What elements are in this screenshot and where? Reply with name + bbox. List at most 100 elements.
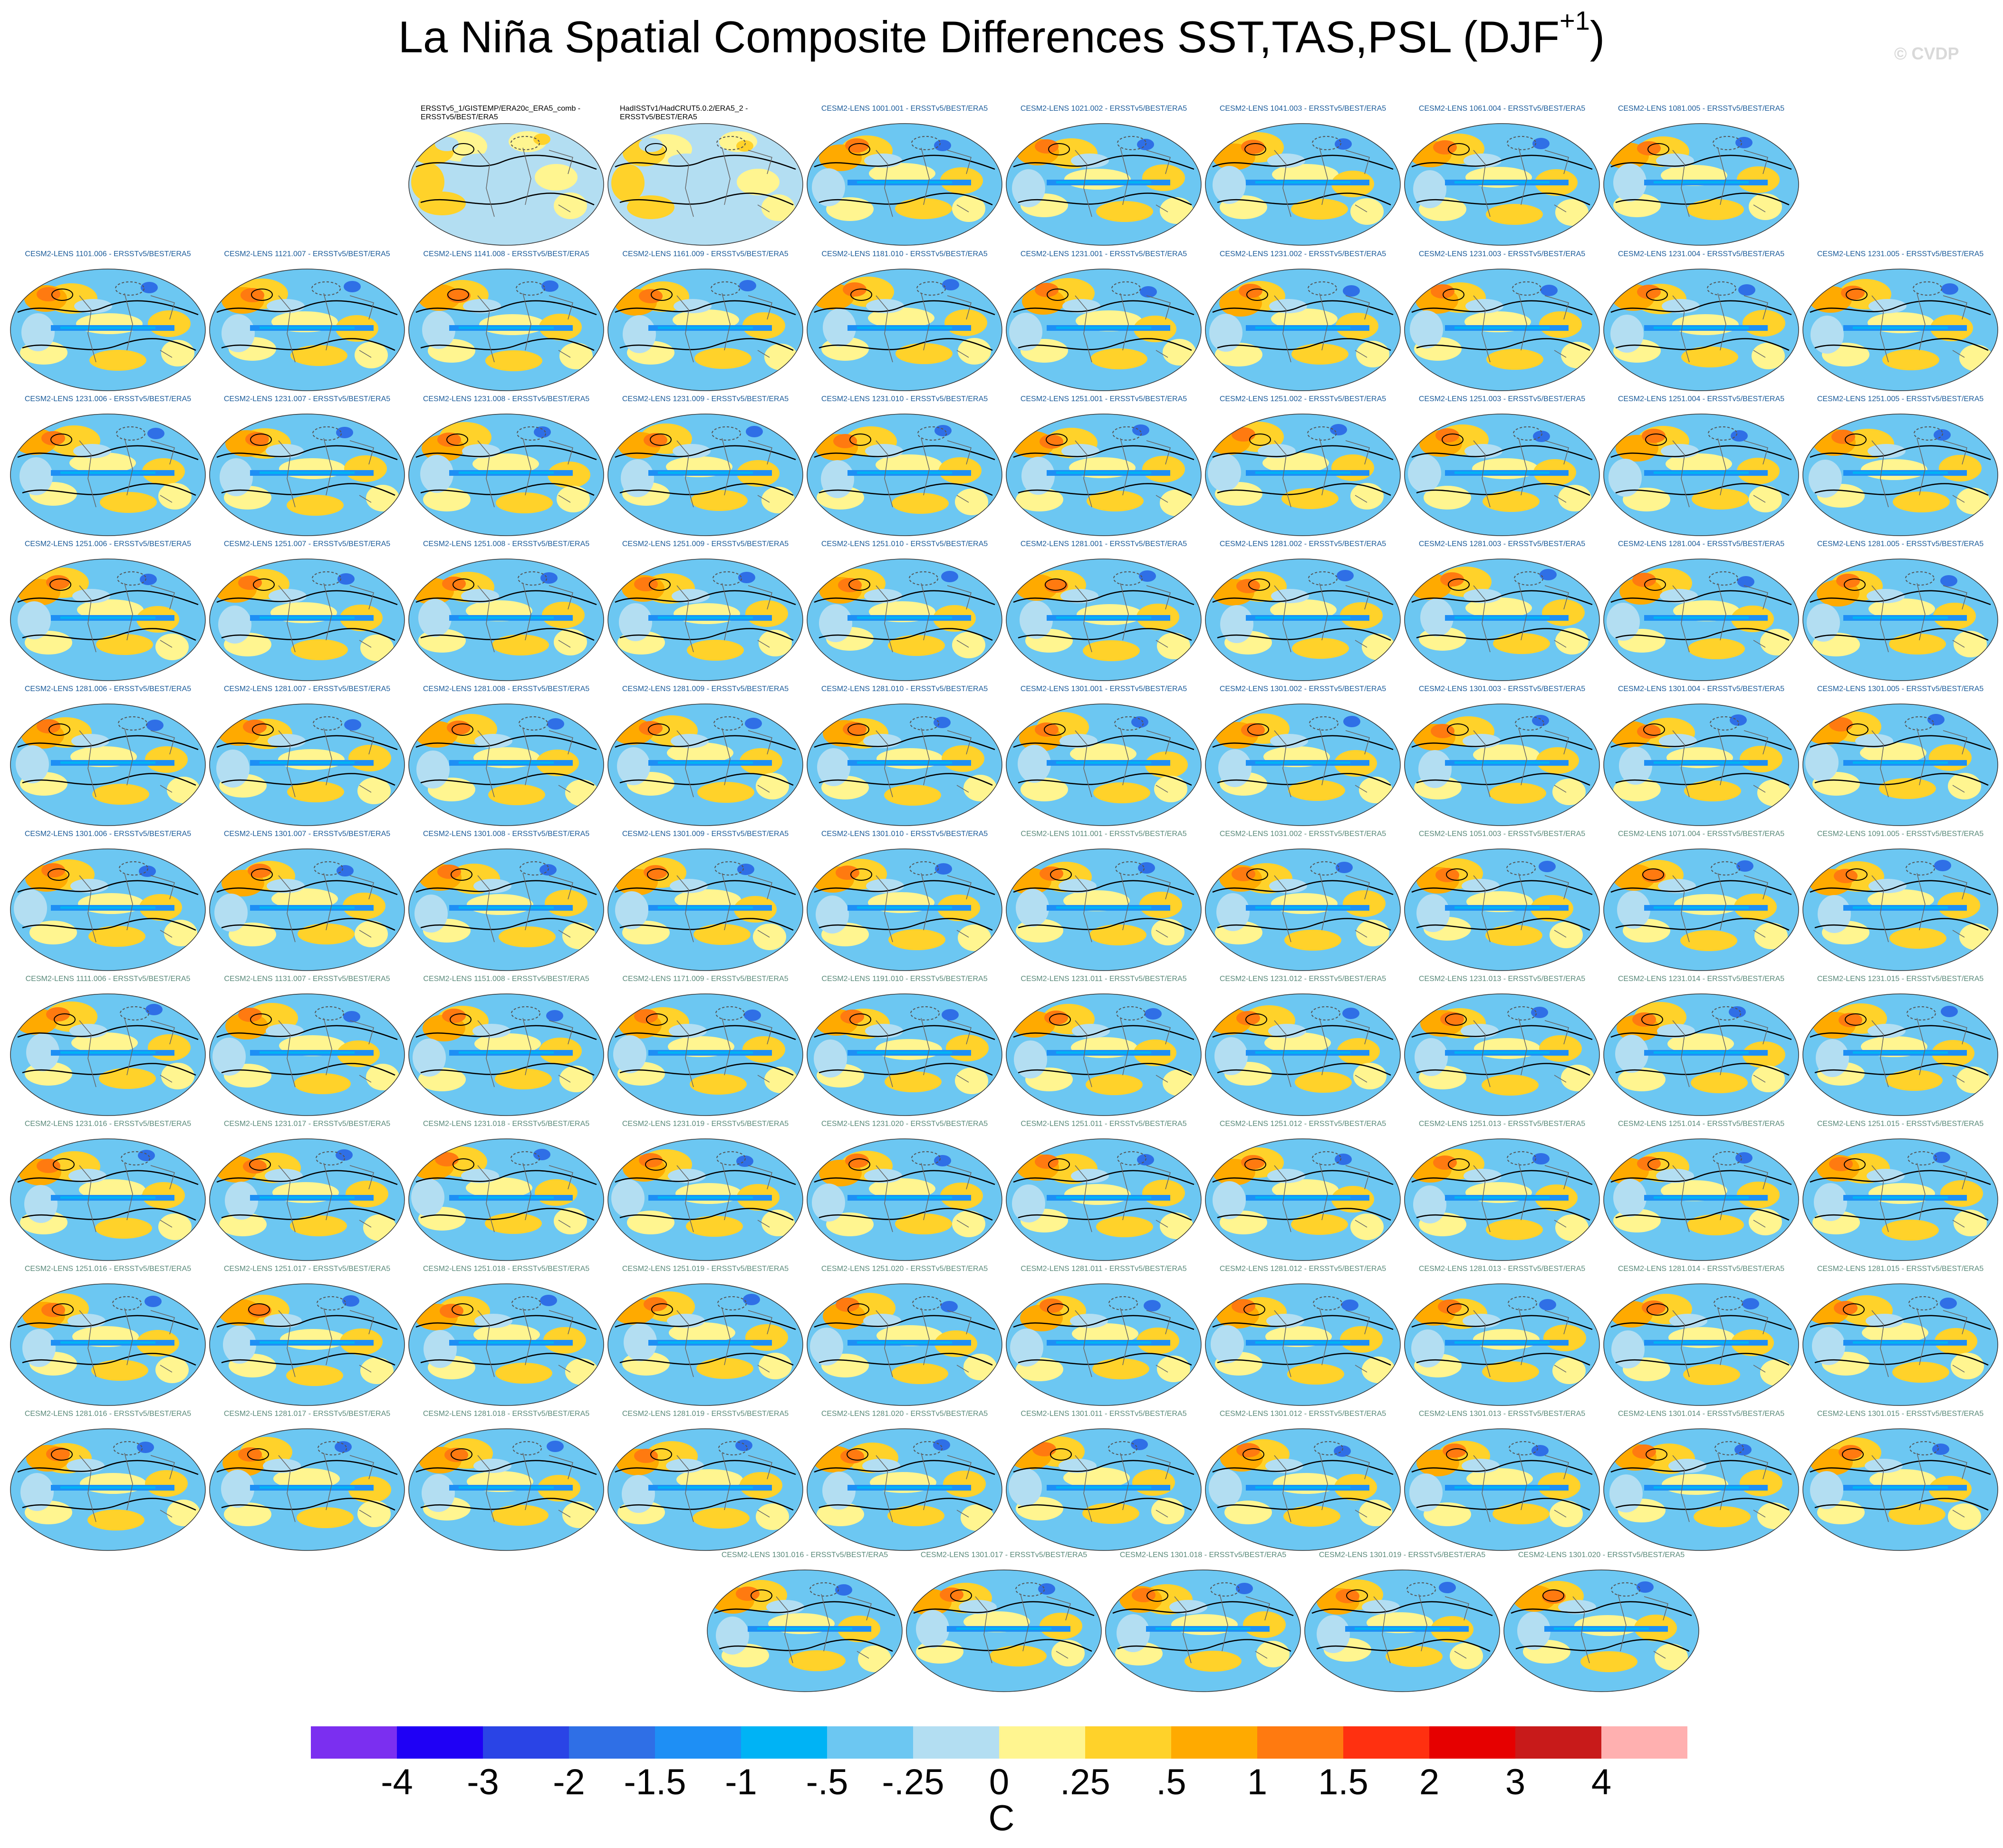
anomaly-patch: [1083, 640, 1140, 661]
psl-contour: [1212, 1315, 1394, 1330]
panel-label: CESM2-LENS 1251.015 - ERSSTv5/BEST/ERA5: [1817, 1120, 1984, 1128]
anomaly-patch: [1336, 862, 1353, 873]
anomaly-patch: [1291, 1214, 1348, 1235]
map-panel: CESM2-LENS 1231.013 - ERSSTv5/BEST/ERA5: [1402, 975, 1602, 1117]
psl-contour: [1416, 1208, 1590, 1221]
psl-contour-negative: [1108, 1441, 1137, 1455]
anomaly-map: [209, 1138, 405, 1261]
psl-contour: [615, 1025, 796, 1040]
map-border: [607, 848, 803, 971]
anomaly-patch: [941, 1301, 958, 1312]
psl-contour: [1013, 300, 1194, 316]
anomaly-patch: [1632, 1444, 1656, 1459]
psl-contour: [447, 289, 469, 301]
map-panel: CESM2-LENS 1301.018 - ERSSTv5/BEST/ERA5: [1103, 1551, 1303, 1694]
anomaly-patch: [1539, 861, 1556, 872]
anomaly-patch: [20, 1473, 54, 1511]
anomaly-patch: [1061, 444, 1099, 458]
psl-contour-negative: [1116, 1006, 1146, 1020]
panel-label: CESM2-LENS 1251.018 - ERSSTv5/BEST/ERA5: [423, 1265, 590, 1273]
anomaly-patch: [1482, 1075, 1539, 1096]
anomaly-patch: [1160, 1213, 1193, 1239]
panel-label: CESM2-LENS 1011.001 - ERSSTv5/BEST/ERA5: [1021, 830, 1187, 838]
panel-label: CESM2-LENS 1251.005 - ERSSTv5/BEST/ERA5: [1817, 395, 1984, 403]
map-border: [1205, 123, 1401, 246]
anomaly-patch: [1142, 1180, 1185, 1206]
psl-contour: [649, 578, 671, 591]
anomaly-patch: [1642, 1300, 1666, 1315]
anomaly-patch: [1886, 1070, 1943, 1091]
psl-contour: [1615, 628, 1790, 641]
anomaly-patch: [1292, 638, 1349, 659]
anomaly-patch: [479, 314, 546, 335]
anomaly-patch: [895, 1213, 952, 1234]
anomaly-map: [1205, 1283, 1401, 1406]
equatorial-cold-core: [1853, 761, 1948, 764]
anomaly-patch: [1132, 424, 1149, 436]
anomaly-patch: [1637, 724, 1661, 739]
anomaly-map: [1603, 1138, 1799, 1261]
equatorial-cold-core: [857, 761, 952, 764]
anomaly-map: [209, 848, 405, 971]
psl-contour: [1112, 1601, 1294, 1617]
anomaly-patch: [1209, 1469, 1242, 1507]
anomaly-map: [807, 269, 1002, 391]
anomaly-patch: [1420, 598, 1454, 636]
psl-contour: [619, 1498, 794, 1511]
equatorial-cold-core: [1654, 616, 1749, 619]
psl-contour: [221, 483, 395, 496]
map-panel: CESM2-LENS 1281.003 - ERSSTv5/BEST/ERA5: [1402, 540, 1602, 683]
anomaly-patch: [1151, 919, 1184, 945]
anomaly-patch: [540, 1295, 557, 1306]
equatorial-cold-core: [1156, 1627, 1251, 1630]
psl-contour: [1316, 1639, 1491, 1652]
anomaly-patch: [245, 432, 269, 446]
psl-contour: [848, 143, 870, 155]
psl-contour: [420, 192, 595, 206]
anomaly-patch: [263, 1459, 301, 1473]
anomaly-patch: [1334, 1445, 1351, 1457]
equatorial-cold-core: [1454, 327, 1550, 329]
anomaly-patch: [1335, 138, 1352, 150]
psl-contour: [814, 880, 995, 895]
anomaly-map: [1304, 1569, 1500, 1692]
psl-contour: [1810, 1025, 1991, 1040]
anomaly-map: [1503, 1569, 1699, 1692]
panel-label: CESM2-LENS 1251.016 - ERSSTv5/BEST/ERA5: [24, 1265, 192, 1273]
map-border: [1105, 1569, 1301, 1692]
equatorial-cold-core: [60, 1486, 155, 1489]
psl-contour-negative: [1913, 281, 1942, 296]
psl-contour: [17, 1170, 199, 1185]
anomaly-patch: [1270, 734, 1308, 748]
anomaly-patch: [1291, 344, 1348, 365]
anomaly-patch: [1941, 283, 1958, 295]
map-border: [1404, 848, 1600, 971]
anomaly-patch: [934, 1155, 951, 1166]
colorbar-tick-label: -3: [467, 1762, 499, 1802]
anomaly-patch: [1619, 747, 1652, 785]
anomaly-patch: [1450, 1643, 1483, 1669]
psl-contour-negative: [316, 1151, 345, 1165]
anomaly-patch: [219, 1213, 267, 1236]
map-border: [607, 414, 803, 536]
equatorial-cold-core: [1853, 616, 1948, 619]
anomaly-patch: [1211, 1325, 1244, 1363]
map-panel: CESM2-LENS 1301.008 - ERSSTv5/BEST/ERA5: [406, 830, 606, 972]
psl-contour: [17, 880, 199, 895]
equatorial-cold-core: [1454, 1051, 1550, 1054]
map-border: [1205, 703, 1401, 826]
panel-label: CESM2-LENS 1301.002 - ERSSTv5/BEST/ERA5: [1219, 685, 1387, 693]
psl-contour: [1311, 1601, 1493, 1617]
anomaly-patch: [1142, 164, 1185, 191]
psl-contour: [1217, 483, 1391, 496]
map-panel: CESM2-LENS 1301.011 - ERSSTv5/BEST/ERA5: [1004, 1410, 1204, 1552]
anomaly-patch: [759, 630, 792, 656]
panel-label: CESM2-LENS 1251.010 - ERSSTv5/BEST/ERA5: [821, 540, 988, 548]
anomaly-map: [10, 269, 206, 391]
anomaly-patch: [1637, 1581, 1654, 1593]
map-panel: CESM2-LENS 1231.020 - ERSSTv5/BEST/ERA5: [805, 1120, 1004, 1262]
psl-contour: [1645, 433, 1667, 446]
anomaly-patch: [1337, 570, 1354, 581]
map-panel: CESM2-LENS 1281.012 - ERSSTv5/BEST/ERA5: [1203, 1265, 1403, 1407]
psl-contour-negative: [1210, 1582, 1240, 1597]
